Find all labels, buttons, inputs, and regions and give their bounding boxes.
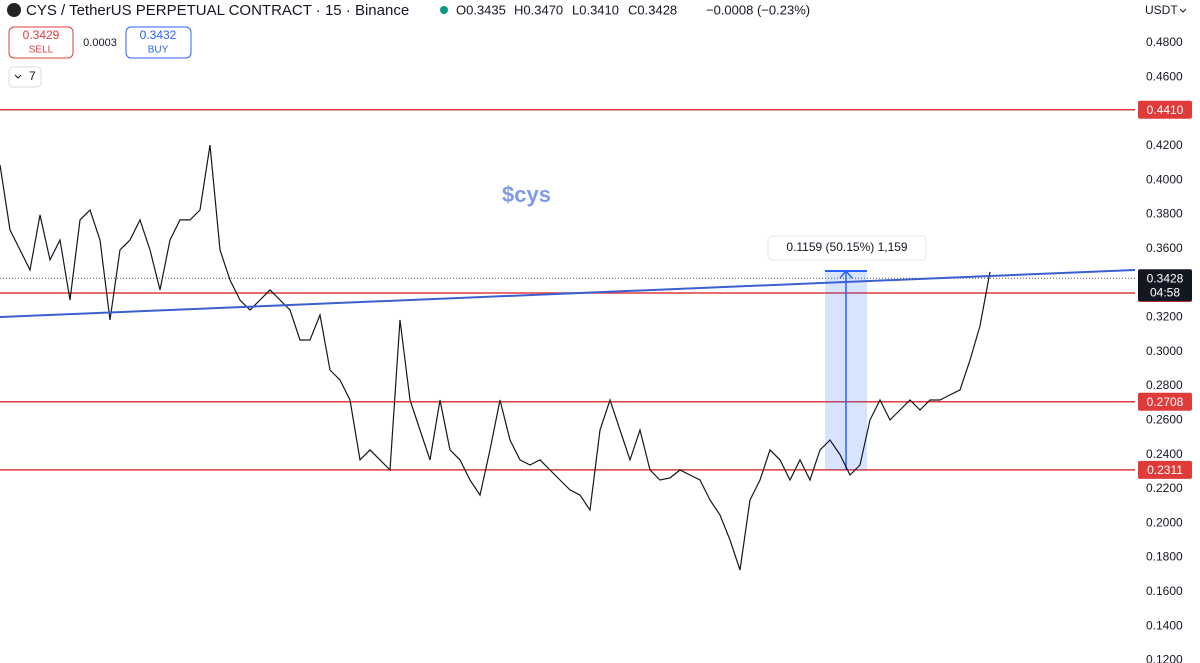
chart-title: CYS / TetherUS PERPETUAL CONTRACT · 15 ·… [26,2,409,19]
y-tick-label: 0.3200 [1146,310,1183,324]
sell-label: SELL [29,45,54,56]
level-label-box [1138,392,1192,411]
currency-chevron[interactable] [1179,8,1187,13]
y-tick-label: 0.4600 [1146,69,1183,83]
sell-button[interactable] [8,26,74,59]
y-tick-label: 0.1200 [1146,653,1183,663]
last-price-box [1138,269,1192,302]
currency: USDT [1145,3,1178,17]
y-tick-label: 0.4000 [1146,172,1183,186]
level-label: 0.4410 [1147,103,1184,117]
price-line [0,144,991,571]
level-label: 0.2708 [1147,395,1184,409]
buy-price: 0.3432 [140,28,177,42]
y-tick-label: 0.2200 [1146,481,1183,495]
measure-arrowhead [839,269,853,279]
y-tick-label: 0.2400 [1146,447,1183,461]
indicators-toggle[interactable] [8,66,42,88]
y-tick-label: 0.2800 [1146,378,1183,392]
spread: 0.0003 [83,37,117,49]
ohlc-close: C0.3428 [628,2,677,17]
y-tick-label: 0.2600 [1146,412,1183,426]
y-tick-label: 0.3800 [1146,207,1183,221]
ohlc-open: O0.3435 [456,2,506,17]
buy-label: BUY [148,45,169,56]
status-dot [440,6,448,14]
ohlc-high: H0.3470 [514,2,563,17]
sell-price: 0.3429 [23,28,60,42]
level-label-box [1138,100,1192,119]
buy-button[interactable] [125,26,192,59]
y-tick-label: 0.3600 [1146,241,1183,255]
y-tick-label: 0.2000 [1146,515,1183,529]
ohlc-low: L0.3410 [572,2,619,17]
y-tick-label: 0.1800 [1146,550,1183,564]
measure-label: 0.1159 (50.15%) 1,159 [786,240,908,254]
indicator-count: 7 [29,69,36,83]
y-tick-label: 0.1400 [1146,618,1183,632]
ohlc-change: −0.0008 (−0.23%) [706,2,810,17]
y-tick-label: 0.3000 [1146,344,1183,358]
annotation: $cys [502,182,551,207]
level-label: 0.2311 [1147,463,1183,477]
last-price-label: 0.3428 [1147,271,1184,285]
measure-label-box [767,235,927,261]
chevron [14,74,22,79]
y-tick-label: 0.1600 [1146,584,1183,598]
y-tick-label: 0.4200 [1146,138,1183,152]
level-label-box [1138,460,1192,479]
trendline [0,269,1136,319]
symbol-icon [7,3,21,17]
countdown: 04:58 [1150,285,1180,299]
y-tick-label: 0.4800 [1146,35,1183,49]
